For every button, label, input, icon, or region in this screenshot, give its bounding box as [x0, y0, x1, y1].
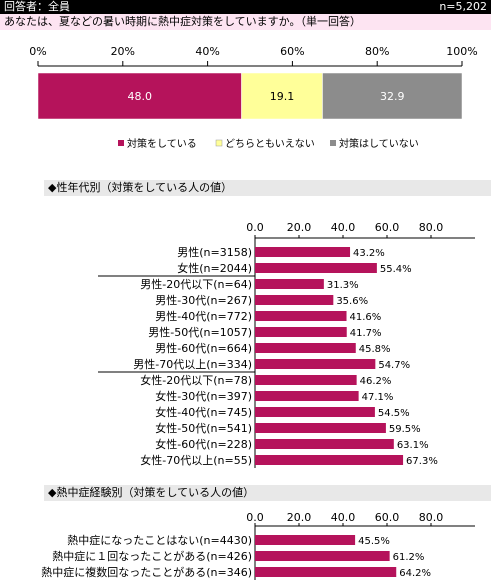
bar — [255, 247, 351, 257]
bar — [255, 391, 359, 401]
bar-value-label: 45.8% — [359, 344, 391, 355]
category-label: 男性-60代(n=664) — [155, 341, 252, 355]
bar-value-label: 31.3% — [327, 280, 359, 291]
legend-label: どちらともいえない — [225, 138, 315, 150]
sample-size: n=5,202 — [439, 0, 487, 13]
category-label: 女性-50代(n=541) — [155, 421, 252, 435]
category-label: 熱中症に複数回なったことがある(n=346) — [41, 565, 252, 579]
bar — [255, 407, 375, 417]
bar — [255, 359, 376, 369]
bar-value-label: 41.6% — [350, 312, 382, 323]
bar — [255, 423, 386, 433]
axis-tick-label: 20.0 — [287, 221, 312, 234]
bar — [255, 455, 404, 465]
section-gender-age-header: ◆性年代別（対策をしている人の値） — [44, 180, 491, 196]
bar-value-label: 54.7% — [378, 360, 410, 371]
axis-tick-label: 80.0 — [419, 221, 444, 234]
bar — [255, 551, 390, 561]
category-label: 男性-70代以上(n=334) — [133, 357, 252, 371]
bar-value-label: 67.3% — [406, 456, 438, 467]
bar-value-label: 63.1% — [397, 440, 429, 451]
segment-value-label: 19.1 — [270, 90, 295, 103]
category-label: 女性-60代(n=228) — [155, 437, 252, 451]
bar-value-label: 47.1% — [362, 392, 394, 403]
category-label: 女性-20代以下(n=78) — [140, 373, 252, 387]
category-label: 女性-30代(n=397) — [155, 389, 252, 403]
bar-value-label: 54.5% — [378, 408, 410, 419]
axis-tick-label: 0.0 — [246, 511, 264, 524]
axis-tick-label: 40% — [195, 45, 219, 58]
bar — [255, 311, 347, 321]
bar-value-label: 59.5% — [389, 424, 421, 435]
bar — [255, 279, 324, 289]
bar-value-label: 43.2% — [353, 248, 385, 259]
bar — [255, 263, 377, 273]
axis-tick-label: 40.0 — [331, 221, 356, 234]
category-label: 男性-50代(n=1057) — [148, 325, 252, 339]
axis-tick-label: 0.0 — [246, 221, 264, 234]
bar-value-label: 45.5% — [358, 536, 390, 547]
category-label: 男性-30代(n=267) — [155, 293, 252, 307]
respondents-label: 回答者：全員 — [4, 0, 70, 13]
axis-tick-label: 60.0 — [375, 511, 400, 524]
category-label: 熱中症に１回なったことがある(n=426) — [52, 549, 252, 563]
segment-value-label: 48.0 — [128, 90, 153, 103]
category-label: 女性(n=2044) — [177, 261, 252, 275]
stacked-bar-segment — [37, 72, 242, 120]
axis-tick-label: 20% — [111, 45, 135, 58]
section-experience-header: ◆熱中症経験別（対策をしている人の値） — [44, 485, 491, 501]
bar-value-label: 55.4% — [380, 264, 412, 275]
category-label: 女性-70代以上(n=55) — [140, 453, 252, 467]
category-label: 男性-20代以下(n=64) — [140, 277, 252, 291]
question-bar: あなたは、夏などの暑い時期に熱中症対策をしていますか。（単一回答） — [0, 14, 491, 30]
bar-value-label: 61.2% — [393, 552, 425, 563]
bar — [255, 439, 394, 449]
axis-tick-label: 80% — [365, 45, 389, 58]
bar-value-label: 46.2% — [360, 376, 392, 387]
stacked-bar-segment — [241, 72, 323, 120]
axis-tick-label: 100% — [446, 45, 477, 58]
bar-value-label: 35.6% — [336, 296, 368, 307]
legend-label: 対策をしている — [127, 137, 197, 150]
question-text: あなたは、夏などの暑い時期に熱中症対策をしていますか。（単一回答） — [4, 15, 361, 28]
legend-swatch — [215, 139, 223, 147]
axis-tick-label: 20.0 — [287, 511, 312, 524]
legend-label: 対策はしていない — [339, 137, 419, 150]
bar — [255, 535, 356, 545]
category-label: 熱中症になったことはない(n=4430) — [67, 533, 252, 547]
legend-swatch — [330, 140, 336, 146]
segment-value-label: 32.9 — [380, 90, 405, 103]
header-bar: 回答者：全員 n=5,202 — [0, 0, 491, 14]
stacked-bar-segment — [322, 72, 463, 120]
bar-value-label: 41.7% — [350, 328, 382, 339]
axis-tick-label: 60.0 — [375, 221, 400, 234]
legend-swatch — [118, 140, 124, 146]
bar — [255, 295, 334, 305]
axis-tick-label: 0% — [29, 45, 46, 58]
axis-tick-label: 80.0 — [419, 511, 444, 524]
category-label: 男性(n=3158) — [177, 245, 252, 259]
bar — [255, 375, 357, 385]
bar — [255, 343, 356, 353]
bar — [255, 327, 347, 337]
bar-value-label: 64.2% — [399, 568, 431, 579]
section-gender-age-title: ◆性年代別（対策をしている人の値） — [48, 181, 233, 194]
bar — [255, 567, 397, 577]
axis-tick-label: 40.0 — [331, 511, 356, 524]
category-label: 男性-40代(n=772) — [155, 309, 252, 323]
section-experience-title: ◆熱中症経験別（対策をしている人の値） — [48, 486, 255, 499]
category-label: 女性-40代(n=745) — [155, 405, 252, 419]
axis-tick-label: 60% — [280, 45, 304, 58]
